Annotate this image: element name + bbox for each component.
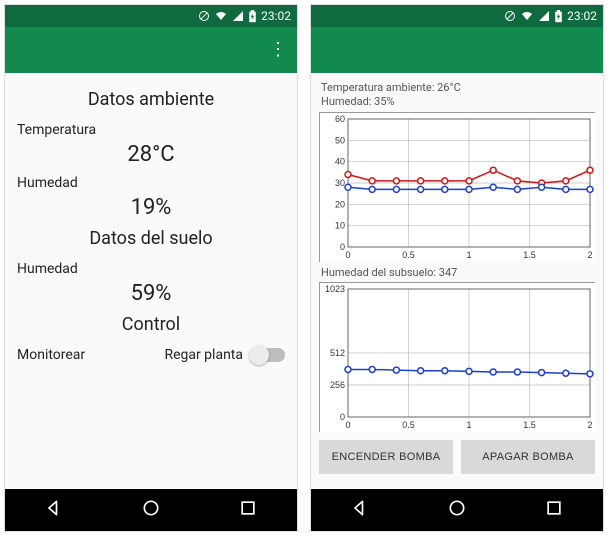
recent-icon[interactable] bbox=[238, 498, 258, 522]
svg-text:1: 1 bbox=[466, 250, 471, 260]
svg-text:0: 0 bbox=[340, 412, 345, 422]
svg-text:20: 20 bbox=[335, 199, 345, 209]
status-time: 23:02 bbox=[567, 9, 597, 23]
android-navbar bbox=[5, 489, 297, 531]
phone-left: 23:02 ⋮ Datos ambiente Temperatura 28°C … bbox=[4, 4, 298, 532]
back-icon[interactable] bbox=[44, 498, 64, 522]
home-icon[interactable] bbox=[447, 498, 467, 522]
svg-text:1.5: 1.5 bbox=[523, 250, 536, 260]
app-toolbar bbox=[311, 27, 603, 73]
control-row: Monitorear Regar planta bbox=[17, 347, 285, 363]
humidity-label: Humedad bbox=[17, 175, 285, 191]
svg-text:60: 60 bbox=[335, 114, 345, 124]
svg-text:30: 30 bbox=[335, 178, 345, 188]
back-icon[interactable] bbox=[350, 498, 370, 522]
svg-text:512: 512 bbox=[330, 348, 345, 358]
chart1-caption: Temperatura ambiente: 26°C Humedad: 35% bbox=[321, 81, 595, 110]
app-toolbar: ⋮ bbox=[5, 27, 297, 73]
svg-text:10: 10 bbox=[335, 220, 345, 230]
ambient-chart: 0 10 20 30 40 50 60 0 0.5 1 1.5 2 bbox=[319, 112, 595, 262]
recent-icon[interactable] bbox=[544, 498, 564, 522]
svg-text:40: 40 bbox=[335, 156, 345, 166]
status-time: 23:02 bbox=[261, 9, 291, 23]
no-sim-icon bbox=[504, 10, 516, 22]
svg-text:0: 0 bbox=[345, 420, 350, 430]
content-right: Temperatura ambiente: 26°C Humedad: 35% … bbox=[311, 73, 603, 489]
svg-text:2: 2 bbox=[587, 250, 592, 260]
soil-humidity-value: 59% bbox=[17, 281, 285, 306]
android-navbar bbox=[311, 489, 603, 531]
pump-on-button[interactable]: ENCENDER BOMBA bbox=[319, 440, 453, 474]
monitor-label[interactable]: Monitorear bbox=[17, 347, 85, 363]
status-bar: 23:02 bbox=[311, 5, 603, 27]
svg-text:0.5: 0.5 bbox=[402, 420, 415, 430]
svg-text:0: 0 bbox=[345, 250, 350, 260]
svg-text:256: 256 bbox=[330, 380, 345, 390]
wifi-icon bbox=[520, 10, 534, 22]
battery-icon bbox=[248, 10, 257, 23]
water-plant-label: Regar planta bbox=[164, 347, 243, 363]
soil-chart: 0 256 512 1023 0 0.5 1 1.5 2 bbox=[319, 282, 595, 432]
chart2-caption: Humedad del subsuelo: 347 bbox=[321, 266, 595, 280]
home-icon[interactable] bbox=[141, 498, 161, 522]
soil-humidity-label: Humedad bbox=[17, 261, 285, 277]
status-bar: 23:02 bbox=[5, 5, 297, 27]
signal-icon bbox=[232, 10, 244, 22]
section-control-title: Control bbox=[17, 314, 285, 335]
water-plant-switch[interactable] bbox=[251, 348, 285, 362]
no-sim-icon bbox=[198, 10, 210, 22]
svg-text:1.5: 1.5 bbox=[523, 420, 536, 430]
svg-text:1: 1 bbox=[466, 420, 471, 430]
svg-text:0: 0 bbox=[340, 242, 345, 252]
svg-text:0.5: 0.5 bbox=[402, 250, 415, 260]
section-ambient-title: Datos ambiente bbox=[17, 89, 285, 110]
wifi-icon bbox=[214, 10, 228, 22]
overflow-menu-icon[interactable]: ⋮ bbox=[269, 41, 287, 59]
svg-text:1023: 1023 bbox=[325, 284, 345, 294]
signal-icon bbox=[538, 10, 550, 22]
phone-right: 23:02 Temperatura ambiente: 26°C Humedad… bbox=[310, 4, 604, 532]
temperature-label: Temperatura bbox=[17, 122, 285, 138]
svg-text:50: 50 bbox=[335, 135, 345, 145]
svg-text:2: 2 bbox=[587, 420, 592, 430]
pump-off-button[interactable]: APAGAR BOMBA bbox=[461, 440, 595, 474]
temperature-value: 28°C bbox=[17, 142, 285, 167]
battery-icon bbox=[554, 10, 563, 23]
section-soil-title: Datos del suelo bbox=[17, 228, 285, 249]
humidity-value: 19% bbox=[17, 195, 285, 220]
content-left: Datos ambiente Temperatura 28°C Humedad … bbox=[5, 73, 297, 489]
